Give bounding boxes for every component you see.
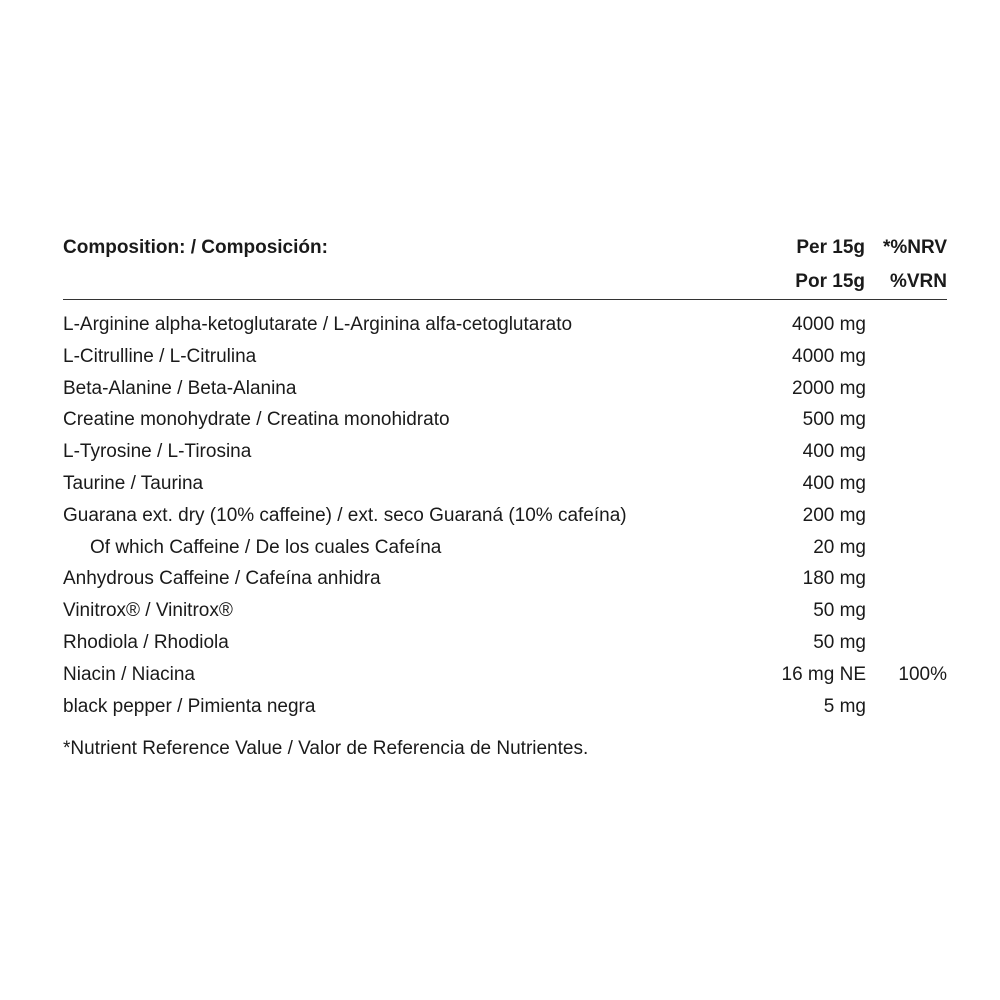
ingredient-amount: 180 mg [802,568,866,590]
ingredient-amount: 20 mg [813,536,866,558]
ingredient-name: Taurine / Taurina [63,473,204,494]
ingredient-amount: 400 mg [802,473,866,494]
ingredient-amount: 500 mg [802,409,866,431]
ingredient-name: L-Tyrosine / L-Tirosina [63,441,252,463]
ingredient-amount: 50 mg [813,632,866,653]
ingredient-amount: 50 mg [813,600,866,622]
ingredient-name: Vinitrox® / Vinitrox® [63,600,233,622]
footnote: *Nutrient Reference Value / Valor de Ref… [63,738,589,759]
ingredient-name: Anhydrous Caffeine / Cafeína anhidra [63,568,381,590]
ingredient-name: L-Citrulline / L-Citrulina [63,345,257,367]
ingredient-name: Niacin / Niacina [63,663,195,685]
ingredient-name: Of which Caffeine / De los cuales Cafeín… [90,536,442,558]
ingredient-amount: 200 mg [802,504,866,526]
table-title: Composition: / Composición: [63,237,328,258]
column-header: *%NRV [882,237,947,258]
ingredient-amount: 5 mg [823,695,866,717]
ingredient-amount: 4000 mg [792,314,866,335]
ingredient-name: Guarana ext. dry (10% caffeine) / ext. s… [63,504,627,526]
ingredient-amount: 2000 mg [792,377,866,399]
column-header: %VRN [889,271,947,292]
ingredient-name: Creatine monohydrate / Creatina monohidr… [63,409,450,431]
ingredient-amount: 4000 mg [792,345,866,367]
ingredient-name: L-Arginine alpha-ketoglutarate / L-Argin… [63,314,573,335]
column-header: Por 15g [795,271,865,292]
ingredient-name: black pepper / Pimienta negra [63,695,316,717]
ingredient-amount: 400 mg [802,441,866,463]
ingredient-name: Beta-Alanine / Beta-Alanina [63,377,297,399]
ingredient-amount: 16 mg NE [781,663,866,685]
ingredient-nrv: 100% [898,663,947,685]
divider [63,299,947,300]
ingredient-name: Rhodiola / Rhodiola [63,632,229,653]
column-header: Per 15g [796,237,865,258]
